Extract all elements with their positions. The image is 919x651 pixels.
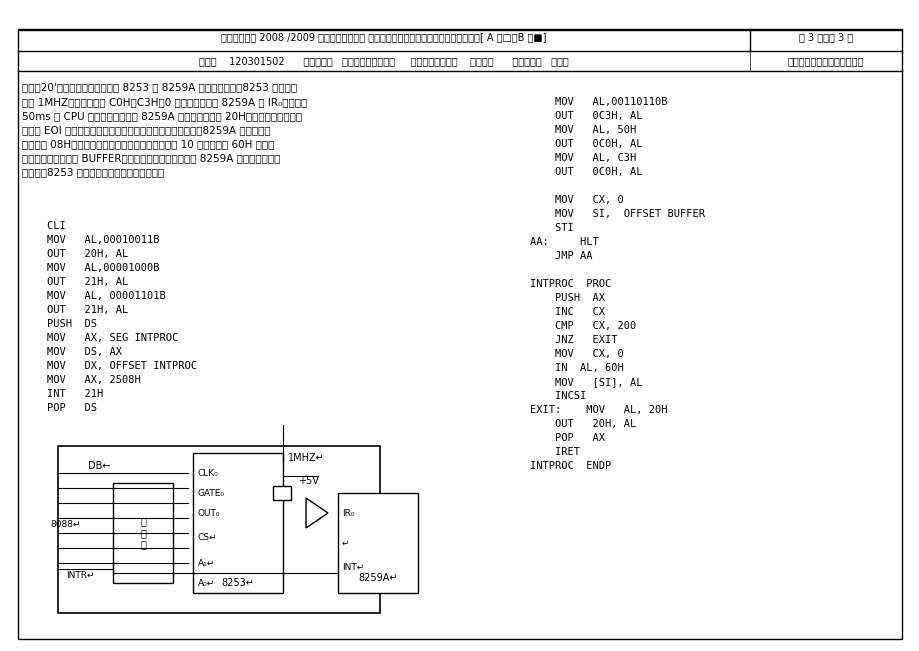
- Text: MOV   CX, 0: MOV CX, 0: [529, 195, 623, 205]
- Text: OUT   20H, AL: OUT 20H, AL: [22, 249, 128, 259]
- Text: IR₀: IR₀: [342, 508, 354, 518]
- Text: IN  AL, 60H: IN AL, 60H: [529, 363, 623, 373]
- Text: CS↵: CS↵: [198, 534, 217, 542]
- Bar: [337, 493, 417, 593]
- Text: OUT   0C0H, AL: OUT 0C0H, AL: [529, 139, 641, 149]
- Text: INTPROC  ENDP: INTPROC ENDP: [529, 461, 610, 471]
- Text: OUT   20H, AL: OUT 20H, AL: [529, 419, 636, 429]
- Text: CLI: CLI: [22, 221, 65, 231]
- Text: OUT₀: OUT₀: [198, 508, 221, 518]
- Text: DB←: DB←: [88, 461, 110, 471]
- Text: OUT   21H, AL: OUT 21H, AL: [22, 277, 128, 287]
- Text: MOV   AX, 2508H: MOV AX, 2508H: [22, 375, 141, 385]
- Text: 8253↵: 8253↵: [221, 578, 255, 588]
- Text: STI: STI: [529, 223, 573, 233]
- Text: CMP   CX, 200: CMP CX, 200: [529, 321, 636, 331]
- Text: AA:     HLT: AA: HLT: [529, 237, 598, 247]
- Text: PUSH  AX: PUSH AX: [529, 293, 605, 303]
- Bar: [273, 486, 290, 500]
- Text: INT↵: INT↵: [342, 564, 364, 572]
- Text: JMP AA: JMP AA: [529, 251, 592, 261]
- Text: JNZ   EXIT: JNZ EXIT: [529, 335, 617, 345]
- Text: MOV   CX, 0: MOV CX, 0: [529, 349, 623, 359]
- Text: 普通的 EOI 命令，中断请求信号是边沿触发，当中断响应时，8259A 输出的中断: 普通的 EOI 命令，中断请求信号是边沿触发，当中断响应时，8259A 输出的中…: [22, 125, 270, 135]
- Text: A₁↵: A₁↵: [198, 559, 215, 568]
- Text: 50ms 向 CPU 申请一次中断。设 8259A 的端口偶地址为 20H，采用缓冲器方式和: 50ms 向 CPU 申请一次中断。设 8259A 的端口偶地址为 20H，采用…: [22, 111, 301, 121]
- Text: A₀↵: A₀↵: [198, 579, 215, 587]
- Text: ↵: ↵: [342, 538, 349, 547]
- Text: INC   CX: INC CX: [529, 307, 605, 317]
- Text: MOV   SI,  OFFSET BUFFER: MOV SI, OFFSET BUFFER: [529, 209, 704, 219]
- Text: INT   21H: INT 21H: [22, 389, 103, 399]
- Text: 量设置，8253 初始化等）和中断服务子程序。: 量设置，8253 初始化等）和中断服务子程序。: [22, 167, 165, 177]
- Text: 课号：    120301502      课程名称：   微机原理与接口技术     开课学院（系）：    电自学院      答卷教师：   黄云峰: 课号： 120301502 课程名称： 微机原理与接口技术 开课学院（系）： 电…: [199, 56, 568, 66]
- Text: MOV   DS, AX: MOV DS, AX: [22, 347, 122, 357]
- Text: 8088↵: 8088↵: [51, 520, 81, 529]
- Text: MOV   AL, C3H: MOV AL, C3H: [529, 153, 636, 163]
- Text: MOV   AL, 50H: MOV AL, 50H: [529, 125, 636, 135]
- Text: POP   AX: POP AX: [529, 433, 605, 443]
- Text: IRET: IRET: [529, 447, 579, 457]
- Text: OUT   0C0H, AL: OUT 0C0H, AL: [529, 167, 641, 177]
- Text: OUT   0C3H, AL: OUT 0C3H, AL: [529, 111, 641, 121]
- Text: INCSI: INCSI: [529, 391, 585, 401]
- Text: INTPROC  PROC: INTPROC PROC: [529, 279, 610, 289]
- Bar: [113, 483, 173, 583]
- Text: MOV   AX, SEG INTPROC: MOV AX, SEG INTPROC: [22, 333, 178, 343]
- Text: +5V: +5V: [298, 476, 319, 486]
- Text: 共 3 页，第 3 页: 共 3 页，第 3 页: [798, 32, 852, 42]
- Text: MOV   [SI], AL: MOV [SI], AL: [529, 377, 641, 387]
- Text: MOV   DX, OFFSET INTPROC: MOV DX, OFFSET INTPROC: [22, 361, 197, 371]
- Bar: [193, 453, 283, 593]
- Text: CLK₀: CLK₀: [198, 469, 219, 477]
- Text: 8259A↵: 8259A↵: [357, 573, 397, 583]
- Text: 五、（20'）某一实时时钟系统由 8253 和 8259A 组成，如下图。8253 的工作频: 五、（20'）某一实时时钟系统由 8253 和 8259A 组成，如下图。825…: [22, 82, 297, 92]
- Text: MOV   AL,00001000B: MOV AL,00001000B: [22, 263, 159, 273]
- Text: 个数据至内存缓冲区 BUFFER。写出相应的主程序（包括 8259A 初始化，中断向: 个数据至内存缓冲区 BUFFER。写出相应的主程序（包括 8259A 初始化，中…: [22, 153, 280, 163]
- Text: 类型号为 08H。要求在不增加硬件的情况下，实现每 10 秒钟从端口 60H 输入一: 类型号为 08H。要求在不增加硬件的情况下，实现每 10 秒钟从端口 60H 输…: [22, 139, 274, 149]
- Text: INTR↵: INTR↵: [66, 570, 95, 579]
- Text: 率为 1MHZ，端口地址为 C0H～C3H，0 通道的输出接至 8259A 的 IR₀，使其每: 率为 1MHZ，端口地址为 C0H～C3H，0 通道的输出接至 8259A 的 …: [22, 97, 307, 107]
- Text: MOV   AL, 00001101B: MOV AL, 00001101B: [22, 291, 165, 301]
- Text: 上海电力学院 2008 /2009 学年第二学期期末 考试试卷标准答案（评分要点）和评分标准[ A 卷□、B 卷■]: 上海电力学院 2008 /2009 学年第二学期期末 考试试卷标准答案（评分要点…: [221, 32, 546, 42]
- Text: EXIT:    MOV   AL, 20H: EXIT: MOV AL, 20H: [529, 405, 667, 415]
- Text: POP   DS: POP DS: [22, 403, 96, 413]
- Text: 译
码
器: 译 码 器: [140, 516, 146, 549]
- Bar: [58, 446, 380, 613]
- Text: OUT   21H, AL: OUT 21H, AL: [22, 305, 128, 315]
- Text: 1MHZ↵: 1MHZ↵: [288, 453, 324, 463]
- Text: PUSH  DS: PUSH DS: [22, 319, 96, 329]
- Text: GATE₀: GATE₀: [198, 488, 225, 497]
- Text: MOV   AL,00110110B: MOV AL,00110110B: [529, 97, 667, 107]
- Text: MOV   AL,00010011B: MOV AL,00010011B: [22, 235, 159, 245]
- Text: （答案纸与试卷纸要分开放）: （答案纸与试卷纸要分开放）: [787, 56, 863, 66]
